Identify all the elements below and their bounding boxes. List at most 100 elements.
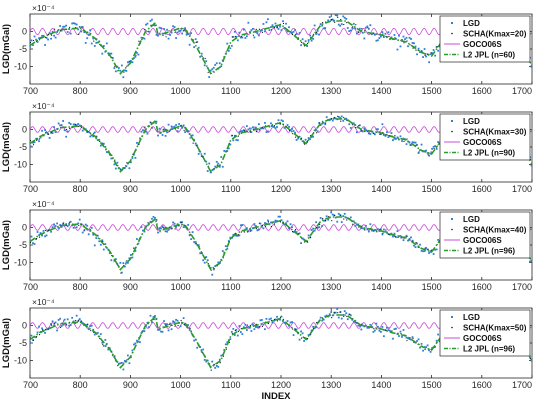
scha-point [117,365,119,367]
scha-point [294,34,297,36]
lgd-point [346,27,349,29]
lgd-point [146,22,149,25]
lgd-point [294,29,296,31]
scha-point [240,132,242,134]
lgd-point [438,45,441,48]
lgd-point [410,144,412,146]
x-tick-label: 1600 [472,282,492,292]
lgd-point [123,69,126,72]
lgd-point [45,131,48,134]
axis-exponent-label: ×10⁻⁴ [32,199,55,209]
scha-point [189,137,191,139]
lgd-point [139,341,141,344]
lgd-point [351,27,354,29]
lgd-point [258,326,260,329]
lgd-point [86,131,89,133]
lgd-point [280,219,283,222]
lgd-point [273,26,275,28]
lgd-point [245,329,248,331]
lgd-point [218,62,221,65]
scha-point [96,135,98,137]
lgd-point [280,315,283,318]
lgd-point [241,224,244,226]
lgd-point [355,131,358,134]
lgd-point [303,340,305,342]
lgd-point [160,131,162,134]
lgd-point [372,229,375,232]
lgd-point [131,256,134,259]
lgd-point [236,334,239,337]
lgd-point [416,340,418,342]
lgd-point [145,130,147,133]
x-tick-label: 1100 [221,184,240,194]
lgd-point [30,45,31,48]
lgd-point [101,239,104,242]
scha-point [316,132,318,134]
scha-point [388,327,390,329]
lgd-point [318,33,321,36]
lgd-point [56,31,59,33]
lgd-point [419,346,421,349]
lgd-point [151,18,153,21]
scha-point [300,237,303,239]
lgd-point [206,259,209,262]
lgd-point [334,14,337,17]
scha-point [343,23,345,26]
lgd-point [98,40,101,43]
y-tick-label: 0 [22,27,27,37]
x-tick-label: 800 [73,86,88,96]
scha-point [132,252,134,255]
scha-point [126,260,128,262]
lgd-point [285,222,287,225]
lgd-point [187,223,190,226]
scha-point [340,120,342,122]
lgd-point [212,268,215,271]
lgd-point [167,228,170,231]
lgd-point [283,26,286,29]
lgd-point [206,67,209,69]
lgd-point [322,318,325,321]
lgd-point [89,135,92,138]
lgd-point [319,217,322,219]
lgd-point [336,220,339,223]
lgd-point [387,136,390,139]
scha-point [430,52,432,54]
lgd-point [32,141,34,144]
lgd-point [230,237,233,239]
lgd-point [283,321,286,324]
lgd-point [280,119,283,122]
lgd-point [248,127,251,130]
scha-point [75,320,77,322]
lgd-point [209,69,212,72]
scha-point [225,348,227,350]
lgd-point [309,138,312,141]
scha-point [30,41,32,44]
y-tick-label: 0 [22,223,27,233]
x-tick-label: 700 [23,86,38,96]
scha-point [364,130,366,133]
lgd-point [208,162,211,165]
scha-point [168,323,170,326]
lgd-point [191,231,194,233]
lgd-point [102,45,105,47]
lgd-point [69,123,72,125]
lgd-point [373,133,376,136]
lgd-point [291,127,293,130]
lgd-point [325,14,328,15]
lgd-point [310,39,313,42]
lgd-point [413,141,415,144]
scha-point [270,125,273,127]
scha-point [120,272,122,274]
lgd-point [47,38,49,41]
lgd-point [396,48,399,51]
lgd-point [181,221,184,224]
scha-point [307,42,309,45]
lgd-point [44,44,46,46]
lgd-point [295,139,298,141]
scha-point [300,337,303,339]
lgd-point [354,224,357,227]
lgd-point [408,238,411,240]
x-tick-label: 1300 [321,282,341,292]
legend: LGD SCHA(Kmax=40)GOCO06S L2 JPL (n=96) [439,211,531,259]
